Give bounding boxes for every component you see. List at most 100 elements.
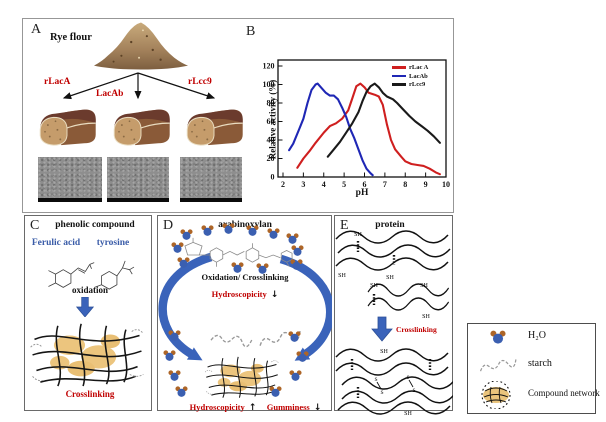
panel-d-title: arabinoxylan	[218, 220, 272, 230]
water-molecule-icon	[296, 351, 309, 362]
compound-network-icon	[481, 381, 511, 409]
sem-micrograph	[180, 157, 242, 202]
series-rlcc9	[326, 82, 441, 158]
decrease-arrow: ↓	[270, 290, 279, 300]
water-molecule-icon	[291, 245, 304, 256]
ph-activity-chart: 0 20 40 60 80 100 120 2 3 4 5 6 7 8 9 10	[263, 59, 450, 189]
svg-text:40: 40	[267, 136, 275, 145]
svg-text:0: 0	[271, 173, 275, 182]
water-molecule-icon	[290, 259, 303, 270]
water-molecule-icon	[246, 225, 259, 236]
enzyme-label-lacab: LacAb	[96, 89, 124, 99]
water-molecule-icon	[231, 262, 244, 273]
svg-text:3: 3	[301, 180, 305, 189]
chemical-structures	[48, 260, 135, 290]
bread-icon	[186, 109, 244, 146]
panel-e-frame	[334, 215, 453, 411]
hydroscopicity-decrease-label: Hydroscopicity ↓	[175, 284, 315, 302]
rye-flour-pile-image	[93, 22, 189, 70]
legend-entry: rLcc9	[392, 81, 428, 88]
water-molecule-icon	[168, 370, 181, 381]
enzyme-label-rlcc9: rLcc9	[188, 77, 212, 87]
sh-label: SH	[354, 232, 362, 238]
legend-swatch	[392, 83, 406, 86]
sh-label: SH	[380, 349, 388, 355]
crosslinking-label: Crosslinking	[396, 325, 437, 334]
panel-e-label: E	[340, 218, 349, 233]
legend-entry: LacAb	[392, 73, 428, 80]
water-molecule-icon	[267, 228, 280, 239]
legend-series-label: rLac A	[409, 64, 429, 71]
arrow-to-rlcc9	[137, 72, 216, 100]
cycle-arrow-left	[158, 252, 213, 361]
gumminess-decrease-label: Gumminess ↓	[260, 397, 328, 415]
sh-label: SH	[404, 411, 412, 415]
panel-a-title: Rye flour	[50, 32, 92, 43]
svg-text:7: 7	[383, 180, 387, 189]
series-lacab	[288, 82, 374, 177]
water-molecule-icon	[201, 225, 214, 236]
flow-arrows	[62, 72, 216, 100]
sh-label: SH	[386, 275, 394, 281]
s-label: S	[374, 377, 377, 383]
bread-icon	[39, 109, 97, 146]
svg-text:5: 5	[342, 180, 346, 189]
svg-text:80: 80	[267, 99, 275, 108]
hydroscopicity-increase-label: Hydroscopicity ↑	[186, 397, 260, 415]
water-molecule-icon	[222, 223, 235, 234]
water-molecule-icon	[256, 263, 269, 274]
water-molecule-icon	[288, 331, 301, 342]
down-arrow-icon	[76, 297, 94, 317]
s-label: S	[406, 375, 409, 381]
svg-text:10: 10	[442, 180, 450, 189]
s-label: S	[380, 390, 383, 396]
water-molecule-icon	[163, 350, 176, 361]
water-molecule-icon	[490, 330, 506, 344]
water-molecule-icon	[289, 370, 302, 381]
sh-label: SH	[370, 283, 378, 289]
panel-c-title: phenolic compound	[55, 220, 135, 230]
crosslinking-result-label: Crosslinking	[65, 389, 115, 399]
legend-series-label: LacAb	[409, 72, 428, 80]
gumminess-text: Gumminess	[266, 402, 310, 412]
water-molecule-icon	[269, 386, 282, 397]
svg-text:120: 120	[263, 62, 275, 71]
sh-label: SH	[422, 314, 430, 320]
panel-c-label: C	[30, 218, 40, 233]
legend-swatch	[392, 66, 406, 69]
x-axis-label: pH	[355, 188, 369, 198]
legend-network-label: Compound network	[528, 388, 600, 398]
panel-d-label: D	[163, 218, 174, 233]
svg-text:60: 60	[267, 117, 275, 126]
sem-micrograph	[107, 157, 169, 202]
svg-text:4: 4	[322, 180, 326, 189]
legend-series-label: rLcc9	[409, 81, 426, 88]
sh-label: SH	[420, 283, 428, 289]
compound-tyrosine-label: tyrosine	[96, 238, 130, 248]
panel-a-label: A	[31, 22, 42, 37]
series-rlac-a	[296, 82, 441, 176]
hydroscopicity-text: Hydroscopicity	[189, 402, 245, 412]
water-molecule-icon	[180, 229, 193, 240]
enzyme-label-rlaca: rLacA	[44, 77, 71, 87]
water-molecule-icon	[175, 386, 188, 397]
compound-network-image	[205, 356, 279, 399]
oxidation-step-label: oxidation	[71, 285, 108, 295]
s-label: S	[412, 388, 415, 394]
legend-water-label: H₂O	[528, 330, 546, 341]
compound-network-image	[30, 323, 144, 387]
down-arrow-icon	[371, 316, 393, 342]
water-molecule-icon	[286, 233, 299, 244]
ferulic-acid-structure	[48, 262, 95, 288]
protein-crosslinking-scheme: SH SH SH SH SH SH Crosslinking SH S S S …	[335, 230, 453, 415]
hydroscopicity-text: Hydroscopicity	[211, 289, 267, 299]
decrease-arrow: ↓	[313, 403, 322, 413]
oxidation-crosslinking-label: Oxidation/ Crosslinking	[201, 272, 289, 282]
increase-arrow: ↑	[248, 403, 257, 413]
water-molecule-icon	[177, 257, 190, 268]
svg-text:100: 100	[263, 80, 275, 89]
svg-text:8: 8	[403, 180, 407, 189]
panel-e-title: protein	[375, 220, 405, 230]
svg-text:2: 2	[281, 180, 285, 189]
sem-micrograph	[38, 157, 102, 202]
